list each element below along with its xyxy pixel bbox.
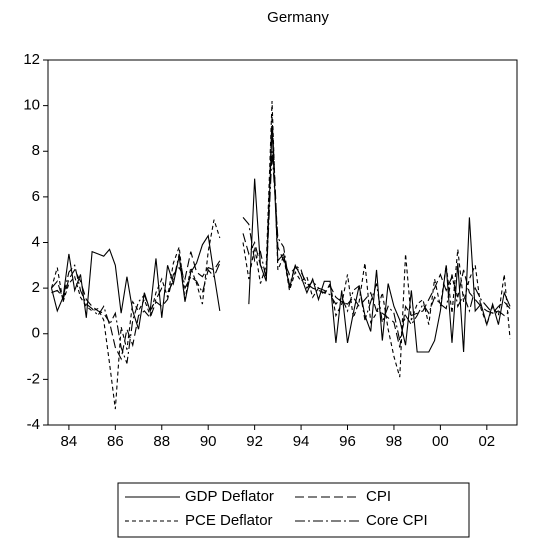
x-tick-label: 92 — [246, 433, 263, 450]
y-tick-label: -4 — [27, 416, 40, 433]
x-tick-label: 86 — [107, 433, 124, 450]
y-tick-label: 6 — [32, 188, 40, 205]
legend-label: GDP Deflator — [185, 488, 274, 505]
legend-box — [117, 482, 470, 538]
series-line — [50, 101, 511, 410]
series-line — [51, 151, 511, 364]
x-tick-label: 90 — [200, 433, 217, 450]
x-tick-label: 94 — [293, 433, 310, 450]
x-tick-label: 88 — [153, 433, 170, 450]
x-tick-label: 84 — [61, 433, 78, 450]
plot-frame — [47, 59, 518, 426]
legend-label: CPI — [366, 488, 391, 505]
y-tick-label: 8 — [32, 142, 40, 159]
legend-label: PCE Deflator — [185, 512, 273, 529]
y-tick-label: 10 — [23, 97, 40, 114]
y-tick-label: 4 — [32, 233, 40, 250]
x-tick-label: 96 — [339, 433, 356, 450]
y-tick-label: -2 — [27, 370, 40, 387]
legend-label: Core CPI — [366, 512, 428, 529]
x-tick-label: 02 — [478, 433, 495, 450]
series-line — [50, 128, 511, 353]
x-tick-label: 00 — [432, 433, 449, 450]
x-tick-label: 98 — [386, 433, 403, 450]
y-tick-label: 0 — [32, 325, 40, 342]
chart-title: Germany — [267, 9, 329, 26]
y-tick-label: 2 — [32, 279, 40, 296]
series-line — [51, 117, 511, 361]
y-tick-label: 12 — [23, 51, 40, 68]
